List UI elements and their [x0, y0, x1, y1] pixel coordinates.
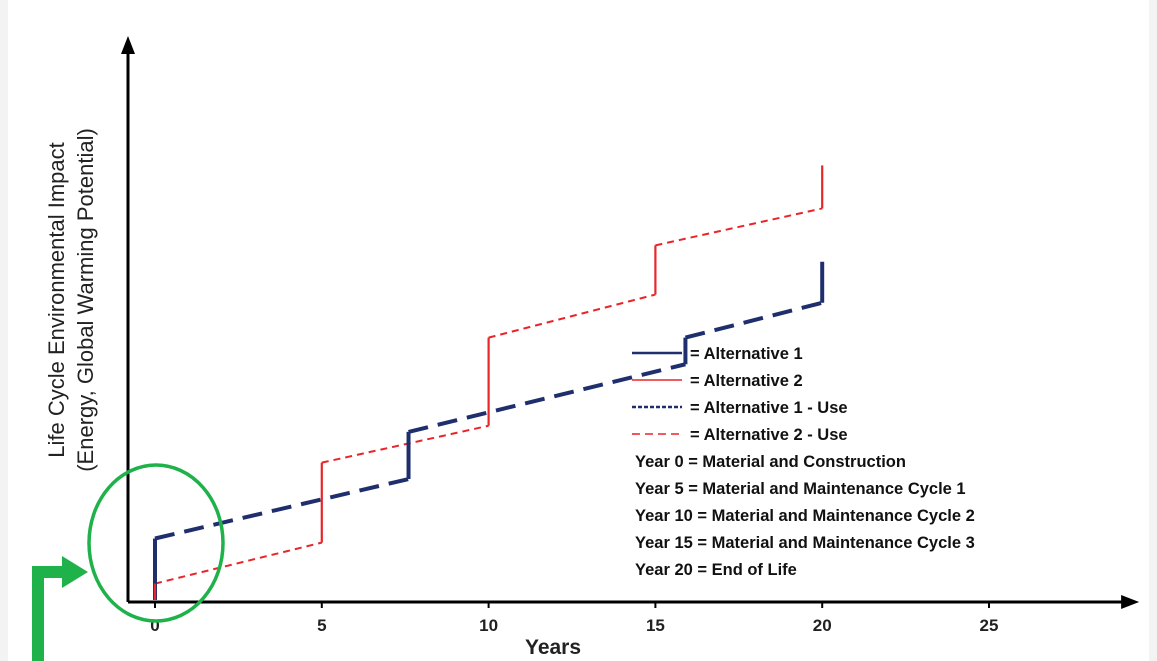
legend-note: Year 15 = Material and Maintenance Cycle…	[635, 534, 975, 552]
chart-labels: Years Life Cycle Environmental Impact (E…	[44, 128, 581, 659]
legend-entry-label: = Alternative 1 - Use	[690, 399, 848, 417]
x-tick-label: 0	[150, 616, 159, 635]
chart-marks	[153, 165, 825, 600]
series-alternative-2-use	[154, 207, 823, 585]
plot-panel	[8, 0, 1149, 661]
legend-entry-label: = Alternative 1	[690, 345, 803, 363]
legend-entry-label: = Alternative 2 - Use	[690, 426, 848, 444]
x-tick-label: 5	[317, 616, 326, 635]
series-segment	[488, 293, 656, 339]
x-tick-label: 20	[813, 616, 832, 635]
series-segment	[154, 477, 409, 541]
legend-note: Year 5 = Material and Maintenance Cycle …	[635, 480, 966, 498]
highlight-arrow-shaft	[32, 566, 64, 661]
x-tick-label: 25	[980, 616, 999, 635]
series-alternative-2	[153, 165, 824, 600]
y-axis-title-line-2: (Energy, Global Warming Potential)	[73, 128, 98, 472]
highlight-arrow-head	[62, 556, 88, 588]
x-axis-arrowhead	[1121, 595, 1140, 609]
series-alternative-1-use	[154, 300, 823, 541]
series-segment	[684, 300, 823, 340]
x-tick-label: 10	[479, 616, 498, 635]
y-axis-title-line-1: Life Cycle Environmental Impact	[44, 142, 69, 457]
series-segment	[655, 207, 823, 247]
y-axis-arrowhead	[121, 36, 135, 54]
legend-note: Year 20 = End of Life	[635, 561, 797, 579]
series-segment	[408, 362, 686, 434]
axes: 0 5 10 15 20 25	[121, 36, 1140, 635]
legend-entry-label: = Alternative 2	[690, 372, 803, 390]
x-tick-label: 15	[646, 616, 665, 635]
legend-note: Year 10 = Material and Maintenance Cycle…	[635, 507, 975, 525]
legend-note: Year 0 = Material and Construction	[635, 453, 906, 471]
legend: = Alternative 1 = Alternative 2 = Alternat…	[632, 345, 975, 579]
annotations	[32, 463, 225, 661]
x-axis-title: Years	[525, 636, 581, 659]
series-segment	[321, 424, 489, 464]
highlight-ellipse	[87, 463, 225, 623]
series-segment	[154, 541, 323, 585]
